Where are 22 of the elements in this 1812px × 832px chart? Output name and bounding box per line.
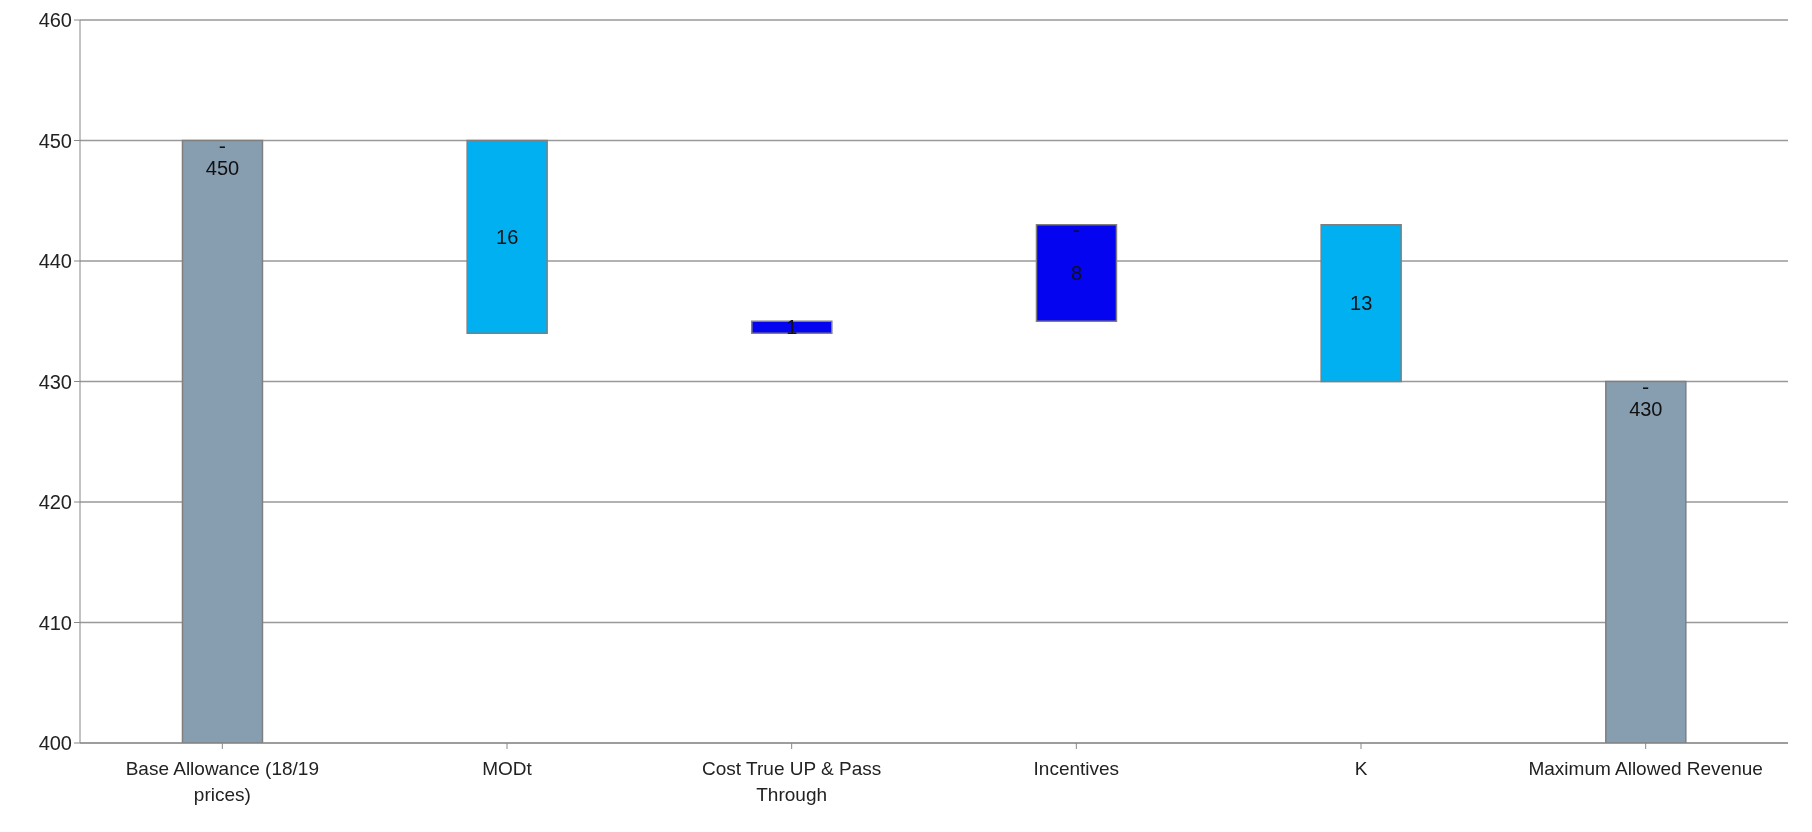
data-label: 430 [1629,397,1663,420]
x-tick-label: Cost True UP & Pass Through [702,758,882,805]
y-tick-label: 420 [38,491,72,514]
annotation: - [219,133,226,156]
y-tick-label: 450 [38,129,72,152]
data-label: 450 [205,156,240,179]
x-tick-label: Maximum Allowed Revenue [1528,758,1763,779]
x-tick-label: Incentives [1033,758,1120,779]
y-tick-label: 440 [38,250,72,273]
y-tick-label: 460 [38,9,72,32]
y-tick-label: 430 [38,370,72,393]
annotation: - [1073,217,1080,240]
y-tick-label: 410 [38,611,72,634]
data-label: 16 [496,225,519,248]
data-label: 1 [786,316,798,339]
annotation: - [1642,374,1649,397]
x-tick-label: Base Allowance (18/19 prices) [125,758,319,805]
data-label: 8 [1070,262,1083,285]
y-tick-label: 400 [38,732,72,755]
data-label: 13 [1350,292,1373,315]
x-tick-label: MODt [482,758,533,779]
x-tick-label: K [1354,758,1368,779]
